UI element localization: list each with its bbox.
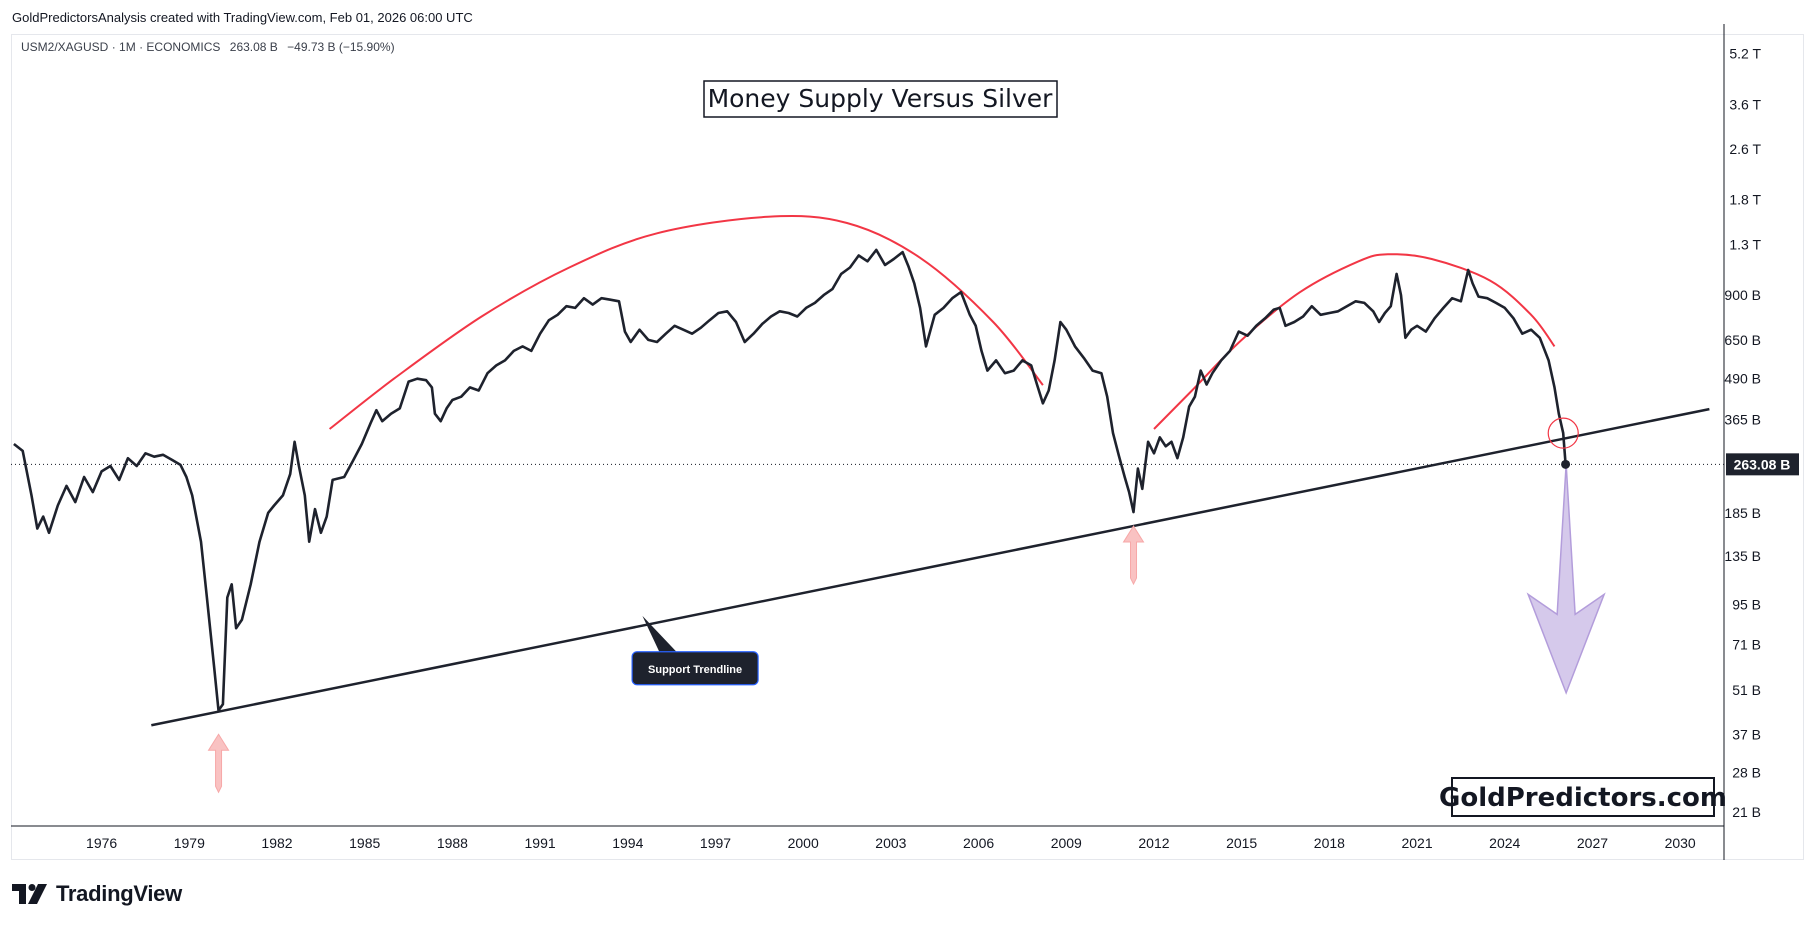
legend-change: −49.73 B (−15.90%) [287,40,395,54]
y-tick-label: 185 B [1724,505,1761,521]
x-tick-label: 1982 [261,835,292,851]
first-dome-arc [328,215,1044,430]
x-tick-label: 1976 [86,835,117,851]
label-pointer [642,615,683,658]
y-tick-label: 51 B [1732,682,1761,698]
annotations [151,215,1710,794]
watermark-text: GoldPredictors.com [1439,783,1727,813]
support-label-box [631,651,759,686]
legend-value: 263.08 B [229,40,278,54]
symbol-legend[interactable]: USM2/XAGUSD · 1M · ECONOMICS 263.08 B −4… [21,40,395,54]
x-tick-label: 1988 [437,835,468,851]
support-label-text: Support Trendline [648,664,742,676]
last-value-tag [1726,453,1799,476]
overlay-layer: Support Trendline 263.08 B Money Supply Ve… [631,80,1799,817]
x-tick-label: 2024 [1489,835,1520,851]
x-tick-label: 2015 [1226,835,1257,851]
arrow-up-icon [207,733,230,794]
y-tick-label: 95 B [1732,597,1761,613]
axes: 1976 1979 1982 1985 1988 1991 1994 1997 2000 2003… [11,24,1761,860]
x-tick-label: 1979 [174,835,205,851]
x-tick-label: 2000 [788,835,819,851]
watermark-box [1451,777,1715,817]
x-tick-label: 2006 [963,835,994,851]
legend-interval: 1M [119,40,136,54]
y-tick-label: 37 B [1732,726,1761,742]
chart-frame[interactable] [11,34,1804,860]
x-tick-label: 2009 [1051,835,1082,851]
y-tick-label: 135 B [1724,548,1761,564]
y-tick-label: 28 B [1732,765,1761,781]
y-tick-label: 1.3 T [1729,236,1761,252]
x-tick-label: 2018 [1314,835,1345,851]
legend-symbol[interactable]: USM2/XAGUSD [21,40,109,54]
support-trendline [151,407,1710,727]
tradingview-logo-icon [12,884,47,904]
x-tick-label: 2030 [1665,835,1696,851]
series-layer [13,248,1571,712]
y-tick-label: 5.2 T [1729,46,1761,62]
x-tick-label: 1991 [525,835,556,851]
y-tick-label: 71 B [1732,637,1761,653]
x-tick-label: 2027 [1577,835,1608,851]
y-tick-label: 900 B [1724,287,1761,303]
x-tick-label: 2021 [1401,835,1432,851]
second-dome-arc [1153,253,1556,430]
x-tick-label: 1994 [612,835,643,851]
y-tick-label: 1.8 T [1729,192,1761,208]
y-tick-label: 21 B [1732,804,1761,820]
arrow-down-icon [1526,464,1606,695]
legend-source: ECONOMICS [146,40,221,54]
top-bar: GoldPredictorsAnalysis created with Trad… [0,0,1814,34]
arrow-up-icon [1122,525,1145,586]
chart-title: Money Supply Versus Silver [708,84,1054,113]
tradingview-logo[interactable]: TradingView [12,881,182,907]
y-tick-label: 2.6 T [1729,141,1761,157]
x-tick-label: 2012 [1138,835,1169,851]
last-point-marker [1561,459,1571,469]
y-tick-label: 650 B [1724,332,1761,348]
series-line [13,248,1567,712]
y-tick-label: 3.6 T [1729,96,1761,112]
x-tick-label: 1985 [349,835,380,851]
y-tick-label: 490 B [1724,371,1761,387]
legend-separator: · [111,40,120,54]
breakdown-circle [1547,417,1579,449]
legend-separator: · [139,40,147,54]
x-tick-label: 1997 [700,835,731,851]
last-value-tag-text: 263.08 B [1734,456,1791,472]
x-tick-label: 2003 [875,835,906,851]
chart-title-box [703,80,1058,118]
brand-name: TradingView [56,881,182,906]
y-tick-label: 365 B [1724,411,1761,427]
attribution-text: GoldPredictorsAnalysis created with Trad… [12,10,473,25]
